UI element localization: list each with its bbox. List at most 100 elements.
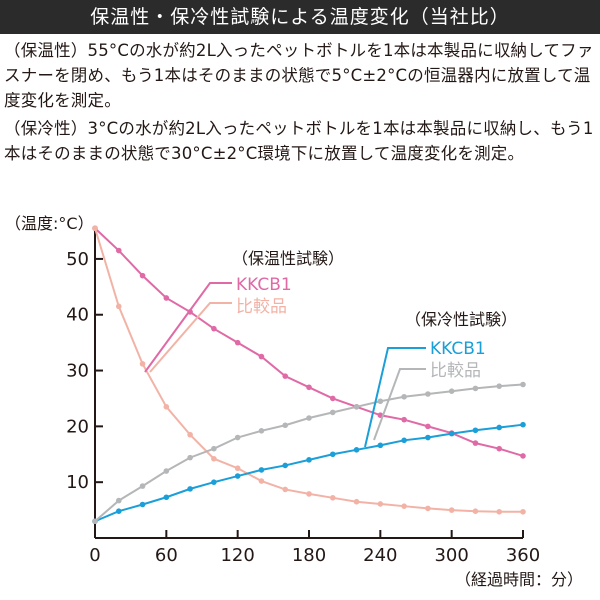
data-point-compare-heat bbox=[401, 503, 407, 509]
data-point-compare-heat bbox=[520, 508, 526, 515]
data-point-kkcb1-cold bbox=[472, 427, 479, 434]
data-point-compare-heat bbox=[377, 501, 384, 507]
y-axis-label: （温度:°C） bbox=[5, 214, 94, 233]
data-point-compare-cold bbox=[496, 383, 503, 389]
data-point-kkcb1-heat bbox=[329, 395, 336, 402]
data-point-kkcb1-heat bbox=[139, 272, 146, 279]
data-point-kkcb1-heat bbox=[520, 453, 526, 459]
data-point-kkcb1-heat bbox=[425, 423, 431, 430]
data-point-kkcb1-cold bbox=[234, 473, 241, 479]
data-point-kkcb1-heat bbox=[472, 440, 479, 446]
data-point-kkcb1-cold bbox=[425, 434, 431, 441]
data-point-kkcb1-heat bbox=[163, 295, 170, 301]
data-point-compare-heat bbox=[163, 404, 170, 410]
data-point-kkcb1-cold bbox=[211, 479, 217, 485]
data-point-kkcb1-cold bbox=[329, 451, 336, 458]
x-tick-label: 0 bbox=[89, 545, 100, 566]
data-point-compare-cold bbox=[425, 391, 431, 397]
data-point-compare-cold bbox=[282, 422, 289, 429]
data-point-compare-cold bbox=[472, 385, 479, 392]
data-point-compare-heat bbox=[187, 431, 193, 438]
data-point-compare-heat bbox=[472, 508, 479, 515]
data-point-kkcb1-cold bbox=[187, 486, 193, 492]
data-point-kkcb1-cold bbox=[496, 424, 503, 431]
data-point-compare-cold bbox=[187, 454, 193, 461]
legend-leader-compare-heat bbox=[149, 302, 232, 373]
data-point-compare-cold bbox=[139, 483, 146, 489]
legend-group-cold-title: （保冷性試験） bbox=[405, 310, 517, 329]
y-tick-label: 50 bbox=[66, 249, 89, 270]
data-point-kkcb1-cold bbox=[306, 457, 312, 463]
data-point-kkcb1-cold bbox=[282, 462, 289, 469]
data-point-compare-cold bbox=[163, 468, 170, 474]
x-tick-label: 180 bbox=[292, 545, 326, 566]
data-point-kkcb1-heat bbox=[234, 339, 241, 346]
data-point-compare-heat bbox=[282, 486, 289, 493]
data-point-kkcb1-cold bbox=[258, 467, 265, 473]
data-point-kkcb1-cold bbox=[401, 437, 407, 444]
data-point-kkcb1-cold bbox=[520, 421, 526, 428]
x-tick-label: 60 bbox=[155, 545, 178, 566]
x-tick-label: 120 bbox=[220, 545, 254, 566]
y-tick-label: 10 bbox=[66, 472, 89, 493]
x-axis-label: （経過時間：分） bbox=[455, 570, 583, 589]
data-point-compare-cold bbox=[448, 388, 455, 394]
data-point-compare-heat bbox=[496, 508, 503, 515]
legend-label-compare-cold: 比較品 bbox=[430, 361, 481, 381]
data-point-compare-cold bbox=[353, 404, 360, 410]
data-point-kkcb1-heat bbox=[115, 247, 122, 254]
legend-leader-kkcb1-heat bbox=[144, 282, 232, 373]
data-point-kkcb1-heat bbox=[258, 353, 265, 360]
legend-label-kkcb1-cold: KKCB1 bbox=[430, 339, 486, 359]
data-point-compare-heat bbox=[425, 505, 431, 512]
series-line-compare-cold bbox=[94, 383, 524, 523]
chart-title: 保温性・保冷性試験による温度変化（当社比） bbox=[0, 0, 600, 34]
data-point-compare-heat bbox=[234, 465, 241, 472]
data-point-compare-heat bbox=[92, 225, 98, 232]
data-point-compare-heat bbox=[115, 303, 122, 310]
heat-test-description: （保温性）55°Cの水が約2L入ったペットボトルを1本は本製品に収納してファスナ… bbox=[4, 41, 594, 110]
data-point-kkcb1-heat bbox=[211, 325, 217, 332]
data-point-compare-cold bbox=[329, 409, 336, 416]
data-point-compare-cold bbox=[115, 497, 122, 504]
data-point-compare-heat bbox=[448, 507, 455, 513]
data-point-kkcb1-cold bbox=[377, 442, 384, 449]
data-point-compare-cold bbox=[234, 434, 241, 441]
data-point-kkcb1-cold bbox=[163, 494, 170, 501]
data-point-compare-cold bbox=[377, 398, 384, 405]
data-point-compare-heat bbox=[353, 498, 360, 505]
legend-leader-kkcb1-cold bbox=[364, 347, 426, 448]
y-tick-label: 20 bbox=[66, 416, 89, 437]
data-point-kkcb1-cold bbox=[115, 508, 122, 515]
x-tick-label: 300 bbox=[434, 545, 468, 566]
data-point-compare-cold bbox=[401, 393, 407, 400]
x-tick-label: 240 bbox=[363, 545, 397, 566]
data-point-kkcb1-cold bbox=[353, 447, 360, 453]
legend-leader-compare-cold bbox=[373, 368, 426, 441]
data-point-compare-cold bbox=[258, 428, 265, 434]
data-point-kkcb1-heat bbox=[282, 373, 289, 379]
legend-label-compare-heat: 比較品 bbox=[236, 297, 287, 317]
data-point-compare-heat bbox=[258, 478, 265, 484]
legend-label-kkcb1-heat: KKCB1 bbox=[236, 275, 292, 295]
data-point-kkcb1-cold bbox=[448, 430, 455, 437]
data-point-compare-heat bbox=[329, 495, 336, 501]
data-point-compare-heat bbox=[139, 361, 146, 367]
data-point-kkcb1-cold bbox=[139, 501, 146, 508]
legend-group-heat-title: （保温性試験） bbox=[232, 249, 344, 268]
x-tick-label: 360 bbox=[506, 545, 540, 566]
data-point-kkcb1-heat bbox=[496, 445, 503, 452]
cold-test-description: （保冷性）3°Cの水が約2L入ったペットボトルを1本は本製品に収納し、もう1本は… bbox=[4, 119, 594, 163]
data-point-compare-cold bbox=[211, 445, 217, 452]
data-point-compare-cold bbox=[520, 381, 526, 388]
data-point-compare-heat bbox=[306, 491, 312, 497]
data-point-compare-cold bbox=[306, 415, 312, 421]
data-point-compare-heat bbox=[211, 455, 217, 462]
data-point-kkcb1-heat bbox=[306, 384, 312, 391]
y-tick-label: 40 bbox=[66, 305, 89, 326]
data-point-kkcb1-heat bbox=[401, 416, 407, 423]
series-line-kkcb1-cold bbox=[94, 423, 524, 523]
data-point-compare-cold bbox=[92, 518, 98, 525]
y-tick-label: 30 bbox=[66, 361, 89, 382]
